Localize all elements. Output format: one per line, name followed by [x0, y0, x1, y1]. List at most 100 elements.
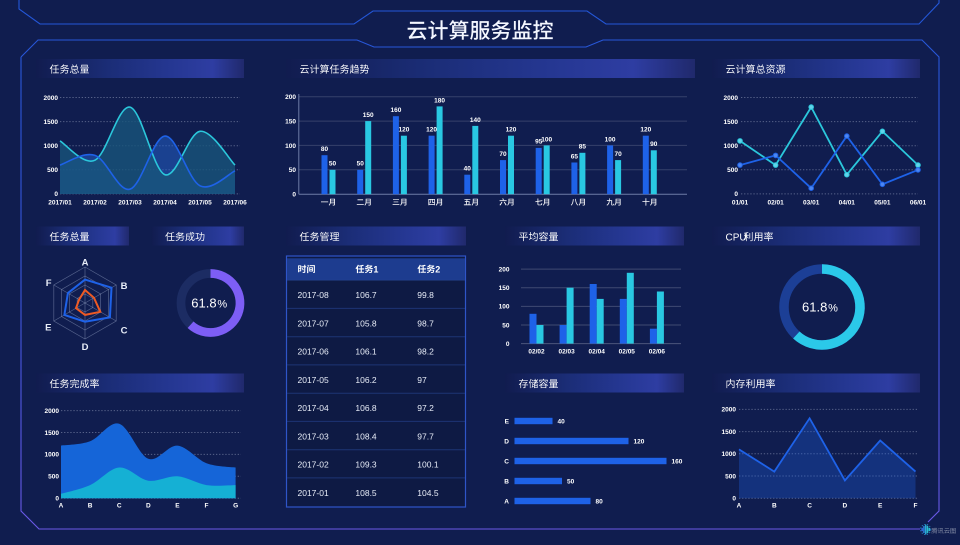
- svg-text:C: C: [504, 458, 509, 465]
- svg-text:1: 1: [373, 264, 378, 274]
- svg-text:120: 120: [634, 438, 645, 445]
- svg-text:2000: 2000: [45, 408, 60, 415]
- svg-text:97: 97: [417, 375, 427, 385]
- svg-text:2017/02: 2017/02: [83, 200, 107, 207]
- svg-text:1500: 1500: [45, 430, 60, 437]
- svg-text:1000: 1000: [724, 143, 739, 150]
- svg-text:180: 180: [434, 97, 445, 104]
- svg-text:40: 40: [464, 166, 472, 173]
- svg-text:E: E: [505, 418, 510, 425]
- svg-text:50: 50: [502, 322, 510, 329]
- svg-text:160: 160: [390, 107, 401, 114]
- svg-text:109.3: 109.3: [355, 460, 377, 470]
- svg-text:70: 70: [614, 151, 622, 158]
- svg-text:2017/03: 2017/03: [118, 200, 142, 207]
- svg-text:E: E: [45, 323, 51, 334]
- svg-text:1500: 1500: [722, 429, 737, 436]
- svg-text:1500: 1500: [44, 119, 59, 126]
- svg-text:97.7: 97.7: [417, 431, 434, 441]
- svg-text:F: F: [914, 503, 918, 510]
- svg-text:120: 120: [398, 127, 409, 134]
- svg-text:85: 85: [579, 144, 587, 151]
- svg-text:2017-03: 2017-03: [298, 431, 329, 441]
- svg-text:1500: 1500: [724, 119, 739, 126]
- svg-text:100: 100: [541, 136, 552, 143]
- svg-text:01/01: 01/01: [732, 200, 749, 207]
- svg-text:B: B: [772, 503, 777, 510]
- svg-text:2017-08: 2017-08: [298, 290, 329, 300]
- svg-text:2000: 2000: [722, 407, 737, 414]
- svg-text:03/01: 03/01: [803, 200, 820, 207]
- svg-text:2017-05: 2017-05: [298, 375, 329, 385]
- svg-text:0: 0: [292, 192, 296, 199]
- svg-text:02/03: 02/03: [558, 348, 575, 355]
- svg-text:0: 0: [55, 496, 59, 503]
- svg-text:06/01: 06/01: [910, 200, 927, 207]
- svg-text:106.7: 106.7: [355, 290, 377, 300]
- svg-text:100: 100: [605, 136, 616, 143]
- svg-text:120: 120: [426, 127, 437, 134]
- svg-text:65: 65: [571, 153, 579, 160]
- svg-text:C: C: [807, 503, 812, 510]
- svg-text:100.1: 100.1: [417, 460, 439, 470]
- svg-text:104.5: 104.5: [417, 488, 439, 498]
- svg-text:61.8: 61.8: [191, 296, 216, 311]
- svg-text:50: 50: [329, 161, 337, 168]
- svg-text:2000: 2000: [44, 95, 59, 102]
- svg-text:E: E: [878, 503, 883, 510]
- svg-text:04/01: 04/01: [839, 200, 856, 207]
- svg-text:A: A: [737, 503, 742, 510]
- svg-text:80: 80: [596, 498, 604, 505]
- svg-text:50: 50: [567, 478, 575, 485]
- svg-text:105.8: 105.8: [355, 318, 377, 328]
- svg-text:120: 120: [640, 127, 651, 134]
- svg-text:02/04: 02/04: [589, 348, 606, 355]
- svg-text:100: 100: [499, 304, 510, 311]
- svg-text:0: 0: [732, 496, 736, 503]
- svg-text:G: G: [233, 503, 238, 510]
- svg-text:0: 0: [734, 191, 738, 198]
- svg-text:CPU: CPU: [726, 232, 747, 243]
- svg-text:D: D: [146, 503, 151, 510]
- svg-text:2: 2: [435, 264, 440, 274]
- svg-text:02/01: 02/01: [767, 200, 784, 207]
- svg-text:A: A: [59, 503, 64, 510]
- svg-text:2017/06: 2017/06: [223, 200, 247, 207]
- svg-text:D: D: [82, 342, 89, 353]
- svg-text:0: 0: [54, 191, 58, 198]
- svg-text:D: D: [843, 503, 848, 510]
- svg-text:F: F: [205, 503, 209, 510]
- svg-text:D: D: [504, 438, 509, 445]
- svg-text:150: 150: [363, 112, 374, 119]
- svg-text:B: B: [88, 503, 93, 510]
- svg-text:90: 90: [650, 141, 658, 148]
- svg-text:%: %: [217, 299, 227, 311]
- svg-text:05/01: 05/01: [874, 200, 891, 207]
- svg-text:500: 500: [725, 473, 736, 480]
- svg-text:61.8: 61.8: [802, 300, 827, 315]
- svg-text:02/06: 02/06: [649, 348, 666, 355]
- svg-text:B: B: [504, 478, 509, 485]
- svg-text:98.2: 98.2: [417, 347, 434, 357]
- svg-text:150: 150: [499, 285, 510, 292]
- svg-text:02/02: 02/02: [528, 348, 545, 355]
- svg-text:B: B: [121, 281, 128, 292]
- svg-text:108.4: 108.4: [355, 431, 377, 441]
- svg-text:%: %: [828, 303, 838, 315]
- svg-text:200: 200: [285, 94, 296, 101]
- svg-text:A: A: [504, 498, 509, 505]
- svg-text:150: 150: [285, 118, 296, 125]
- svg-text:50: 50: [289, 167, 297, 174]
- svg-text:2017-07: 2017-07: [298, 318, 329, 328]
- svg-text:C: C: [121, 326, 128, 337]
- svg-text:500: 500: [48, 474, 59, 481]
- svg-text:2017-06: 2017-06: [298, 347, 329, 357]
- svg-text:E: E: [175, 503, 180, 510]
- svg-text:140: 140: [470, 117, 481, 124]
- svg-text:2017-02: 2017-02: [298, 460, 329, 470]
- svg-text:2017/04: 2017/04: [153, 200, 177, 207]
- svg-text:98.7: 98.7: [417, 318, 434, 328]
- svg-text:95: 95: [535, 139, 543, 146]
- svg-text:2017-01: 2017-01: [298, 488, 329, 498]
- svg-text:0: 0: [506, 341, 510, 348]
